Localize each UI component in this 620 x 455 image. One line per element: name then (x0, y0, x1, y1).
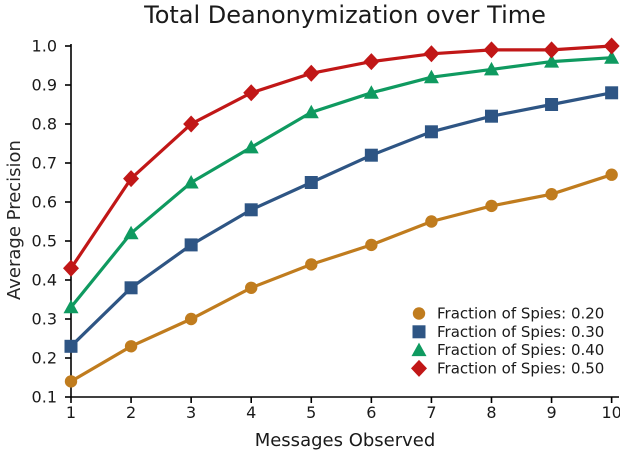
series-marker-triangle (63, 299, 79, 314)
x-tick-label: 10 (601, 403, 620, 422)
x-tick-label: 1 (66, 403, 76, 422)
series-marker-circle (485, 199, 498, 213)
series-line (70, 173, 613, 383)
legend-marker-square (412, 325, 426, 339)
series-marker-diamond (63, 259, 79, 277)
series-marker-triangle (604, 50, 620, 64)
y-tick-label: 0.9 (32, 76, 57, 95)
legend-label: Fraction of Spies: 0.20 (437, 305, 604, 323)
y-tick-label: 0.1 (32, 388, 57, 407)
series-marker-triangle (243, 139, 259, 154)
series-line (69, 56, 612, 309)
legend-marker-triangle (411, 342, 427, 357)
series-marker-square (64, 339, 78, 353)
y-tick-label: 0.3 (32, 310, 57, 329)
chart-title: Total Deanonymization over Time (144, 1, 546, 29)
series-marker-diamond (183, 115, 200, 133)
legend-label: Fraction of Spies: 0.30 (437, 323, 604, 341)
series-marker-diamond (303, 64, 320, 82)
legend-marker-diamond (411, 359, 427, 377)
series-marker-square (184, 238, 198, 252)
legend-marker-circle (412, 307, 426, 320)
y-tick-label: 0.2 (32, 349, 57, 368)
x-axis-label: Messages Observed (254, 430, 436, 451)
series-marker-triangle (123, 225, 139, 240)
series-marker-diamond (363, 53, 380, 71)
series-marker-circle (605, 168, 618, 181)
series-marker-square (605, 86, 619, 100)
series-marker-diamond (123, 170, 140, 188)
series-marker-triangle (183, 175, 199, 189)
series-marker-square (484, 109, 498, 123)
x-tick-label: 3 (186, 403, 196, 422)
series-marker-triangle (363, 85, 379, 99)
x-tick-label: 7 (426, 403, 436, 422)
series-marker-circle (545, 188, 558, 201)
series-marker-circle (64, 375, 78, 388)
y-tick-label: 0.6 (32, 193, 57, 212)
x-tick-label: 5 (306, 403, 316, 422)
x-tick-label: 8 (486, 403, 496, 422)
series-marker-diamond (423, 45, 440, 63)
series-marker-square (364, 148, 378, 162)
series-marker-triangle (483, 61, 499, 76)
x-tick-label: 6 (366, 403, 376, 422)
series-marker-diamond (603, 37, 620, 55)
series-marker-triangle (544, 54, 560, 68)
y-tick-label: 1.0 (32, 37, 57, 56)
x-tick-label: 4 (246, 403, 256, 422)
series-marker-circle (124, 340, 138, 353)
y-tick-label: 0.7 (32, 154, 57, 173)
x-tick-label: 2 (126, 403, 136, 422)
series-marker-circle (365, 238, 378, 252)
y-tick-label: 0.4 (32, 271, 57, 290)
series-marker-circle (184, 312, 198, 326)
series-line (69, 44, 612, 270)
series-marker-circle (245, 281, 258, 294)
series-marker-circle (425, 215, 438, 228)
series-marker-diamond (543, 41, 560, 59)
series-marker-triangle (423, 69, 439, 84)
series-marker-square (545, 98, 559, 111)
series-marker-square (424, 125, 438, 139)
series-marker-circle (305, 258, 318, 271)
series-line (69, 91, 612, 348)
series-marker-square (304, 176, 318, 189)
y-tick-label: 0.8 (32, 115, 57, 134)
series-marker-triangle (303, 104, 319, 119)
series-marker-diamond (483, 41, 500, 59)
x-tick-label: 9 (546, 403, 556, 422)
legend-label: Fraction of Spies: 0.40 (437, 341, 604, 359)
series-marker-square (124, 281, 138, 295)
series-marker-diamond (243, 84, 260, 102)
series-marker-square (244, 203, 258, 217)
legend-label: Fraction of Spies: 0.50 (437, 359, 604, 377)
y-tick-label: 0.5 (32, 232, 57, 251)
